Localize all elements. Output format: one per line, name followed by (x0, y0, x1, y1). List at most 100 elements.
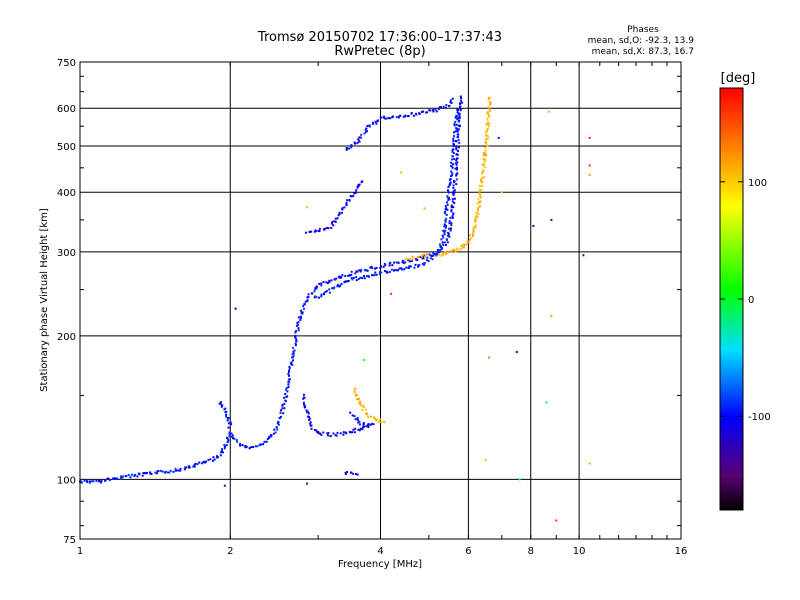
data-point (356, 185, 359, 188)
data-point (315, 287, 318, 290)
data-point (341, 211, 343, 214)
data-point (334, 217, 337, 220)
data-point (479, 200, 482, 203)
data-point (183, 468, 186, 471)
data-point (326, 432, 329, 435)
data-point (351, 414, 354, 417)
data-point (86, 481, 89, 483)
data-point (497, 136, 500, 139)
data-point (283, 396, 286, 399)
data-point (346, 147, 348, 150)
data-point (447, 186, 450, 189)
x-tick-label: 1 (77, 546, 83, 557)
data-point (226, 419, 229, 422)
data-point (384, 117, 387, 120)
data-point (232, 437, 234, 440)
data-point (345, 204, 348, 207)
data-point (265, 440, 268, 443)
data-point (422, 257, 425, 260)
data-point (439, 245, 442, 248)
data-point (295, 339, 298, 342)
data-point (486, 127, 489, 130)
data-point (302, 401, 305, 404)
data-point (285, 388, 287, 391)
data-point (485, 140, 487, 143)
data-point (194, 462, 197, 465)
data-point (457, 124, 460, 127)
data-point (453, 158, 456, 161)
data-point (350, 195, 353, 198)
data-point (456, 111, 459, 114)
data-point (378, 420, 380, 423)
data-point (389, 261, 392, 264)
data-point (454, 116, 457, 119)
data-point (456, 161, 459, 164)
data-point (453, 202, 456, 205)
data-point (79, 480, 82, 483)
data-point (358, 183, 361, 186)
data-point (397, 269, 400, 272)
data-point (477, 206, 480, 209)
data-point (209, 458, 212, 461)
data-point (220, 449, 223, 452)
data-point (459, 95, 462, 98)
data-point (350, 146, 353, 149)
data-point (442, 253, 445, 256)
data-point (429, 109, 432, 112)
data-point (451, 165, 454, 168)
data-point (453, 191, 456, 194)
data-point (303, 303, 306, 306)
data-point (227, 426, 230, 429)
data-point (418, 264, 421, 267)
data-point (439, 243, 442, 246)
data-point (447, 196, 450, 199)
data-point (149, 472, 152, 475)
data-point (408, 260, 411, 263)
data-point (450, 206, 453, 209)
y-axis-ticks: 75 100 200 300 400 500 600 750 (57, 58, 681, 546)
data-point (438, 251, 441, 254)
colorbar-tick-label: -100 (748, 412, 771, 423)
data-point (302, 393, 305, 396)
data-point (339, 284, 342, 287)
data-point (469, 238, 472, 241)
data-point (372, 121, 374, 124)
data-point (452, 148, 455, 151)
data-point (478, 192, 481, 195)
data-point (449, 164, 452, 167)
data-point (326, 290, 329, 292)
data-point (423, 207, 426, 210)
data-point (445, 238, 448, 241)
data-point (588, 173, 591, 176)
data-point (445, 224, 448, 227)
data-point (80, 481, 83, 484)
data-point (309, 421, 312, 424)
data-point (408, 266, 410, 269)
data-point (382, 265, 385, 268)
data-point (452, 184, 455, 187)
data-point (456, 172, 459, 175)
data-point (286, 395, 289, 398)
data-point (308, 419, 311, 421)
data-point (488, 108, 491, 111)
data-point (279, 417, 281, 419)
data-point (161, 470, 164, 473)
data-point (451, 200, 454, 203)
data-point (188, 466, 191, 469)
data-point (450, 170, 453, 173)
data-point (439, 106, 442, 109)
data-point (448, 233, 450, 236)
data-point (320, 293, 323, 296)
data-point (451, 172, 454, 175)
data-point (136, 475, 139, 478)
data-point (444, 205, 447, 208)
data-point (486, 117, 489, 120)
data-point (154, 471, 157, 474)
data-point (355, 279, 358, 282)
data-point (459, 102, 462, 105)
data-point (328, 291, 331, 294)
data-point (550, 315, 553, 318)
data-point (366, 269, 369, 272)
data-point (356, 270, 359, 273)
data-point (472, 234, 474, 237)
